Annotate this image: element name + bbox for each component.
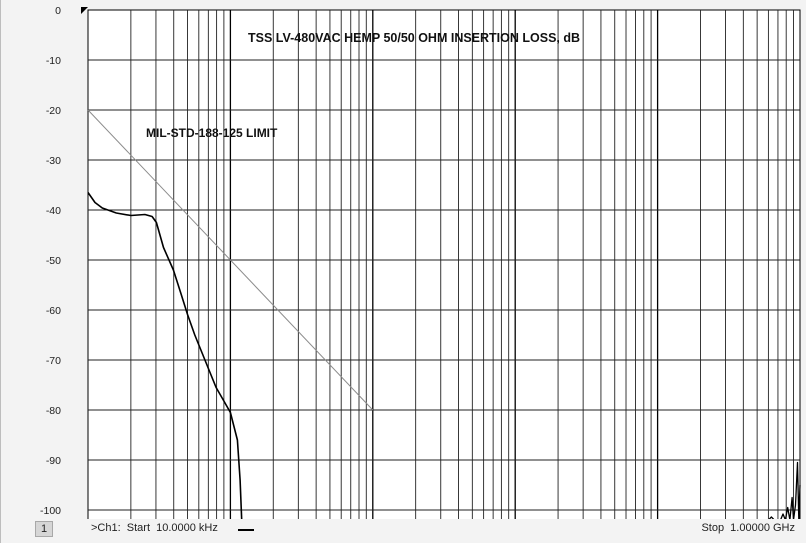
data-series	[87, 109, 801, 519]
series-line-0	[87, 109, 374, 411]
status-bar: 1 >Ch1: Start 10.0000 kHz Stop 1.00000 G…	[1, 519, 806, 543]
y-tick-label: -10	[46, 55, 61, 67]
series-line-1	[87, 192, 243, 519]
y-tick-label: 0	[55, 5, 61, 17]
trace-swatch-icon	[238, 529, 254, 531]
y-tick-labels: 0 -10 -20 -30 -40 -50 -60 -70 -80 -90 -100	[40, 5, 61, 517]
y-tick-label: -100	[40, 505, 61, 517]
y-tick-label: -60	[46, 305, 61, 317]
y-tick-label: -50	[46, 255, 61, 267]
y-tick-label: -30	[46, 155, 61, 167]
plot-background	[87, 9, 801, 519]
y-tick-label: -90	[46, 455, 61, 467]
y-tick-label: -20	[46, 105, 61, 117]
y-tick-label: -70	[46, 355, 61, 367]
reference-marker	[81, 7, 88, 14]
series-line-2	[768, 461, 801, 519]
start-frequency-label: >Ch1: Start 10.0000 kHz	[91, 522, 218, 534]
y-tick-label: -80	[46, 405, 61, 417]
stop-frequency-label: Stop 1.00000 GHz	[701, 522, 795, 534]
insertion-loss-chart: 0 -10 -20 -30 -40 -50 -60 -70 -80 -90 -100 TSS LV-…	[40, 5, 801, 519]
chart-title: TSS LV-480VAC HEMP 50/50 OHM INSERTION L…	[248, 31, 580, 45]
channel-button[interactable]: 1	[35, 521, 53, 537]
limit-label: MIL-STD-188-125 LIMIT	[146, 126, 278, 140]
y-tick-label: -40	[46, 205, 61, 217]
grid-lines	[88, 10, 800, 519]
